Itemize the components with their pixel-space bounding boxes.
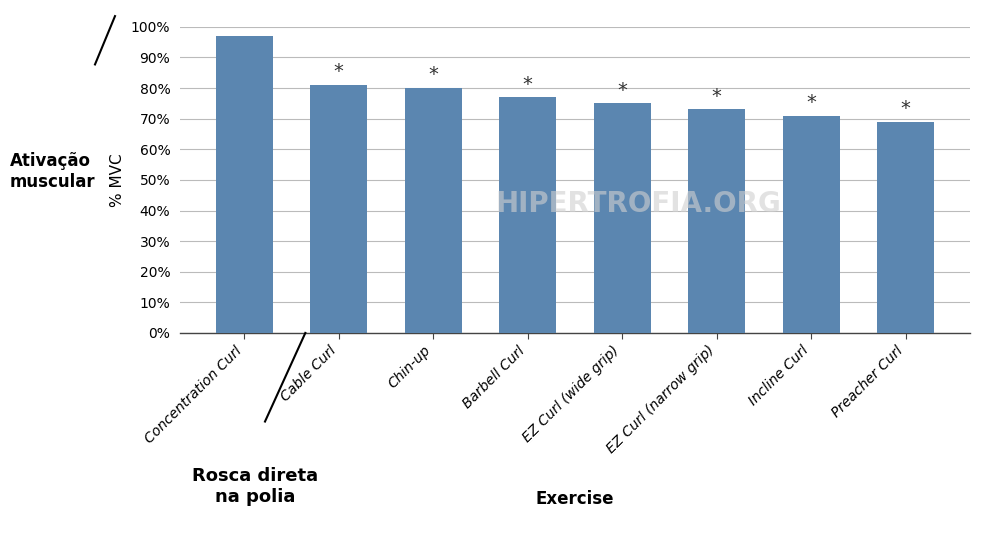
Text: HIPERTROFIA.ORG: HIPERTROFIA.ORG <box>495 191 781 219</box>
Bar <box>405 88 462 333</box>
Bar <box>310 85 367 333</box>
Text: *: * <box>806 93 816 112</box>
Text: *: * <box>901 99 911 118</box>
Bar <box>499 97 556 333</box>
Text: Rosca direta
na polia: Rosca direta na polia <box>192 467 318 506</box>
Bar <box>877 122 934 333</box>
Bar <box>216 36 273 333</box>
Y-axis label: % MVC: % MVC <box>110 153 125 207</box>
Bar <box>594 104 651 333</box>
Text: *: * <box>334 62 344 81</box>
Text: Ativação
muscular: Ativação muscular <box>10 153 96 191</box>
Text: Exercise: Exercise <box>536 490 614 509</box>
Bar <box>783 115 840 333</box>
Text: *: * <box>523 75 533 93</box>
Bar <box>688 110 745 333</box>
Text: *: * <box>428 66 438 84</box>
Text: *: * <box>617 81 627 100</box>
Text: *: * <box>712 87 722 106</box>
